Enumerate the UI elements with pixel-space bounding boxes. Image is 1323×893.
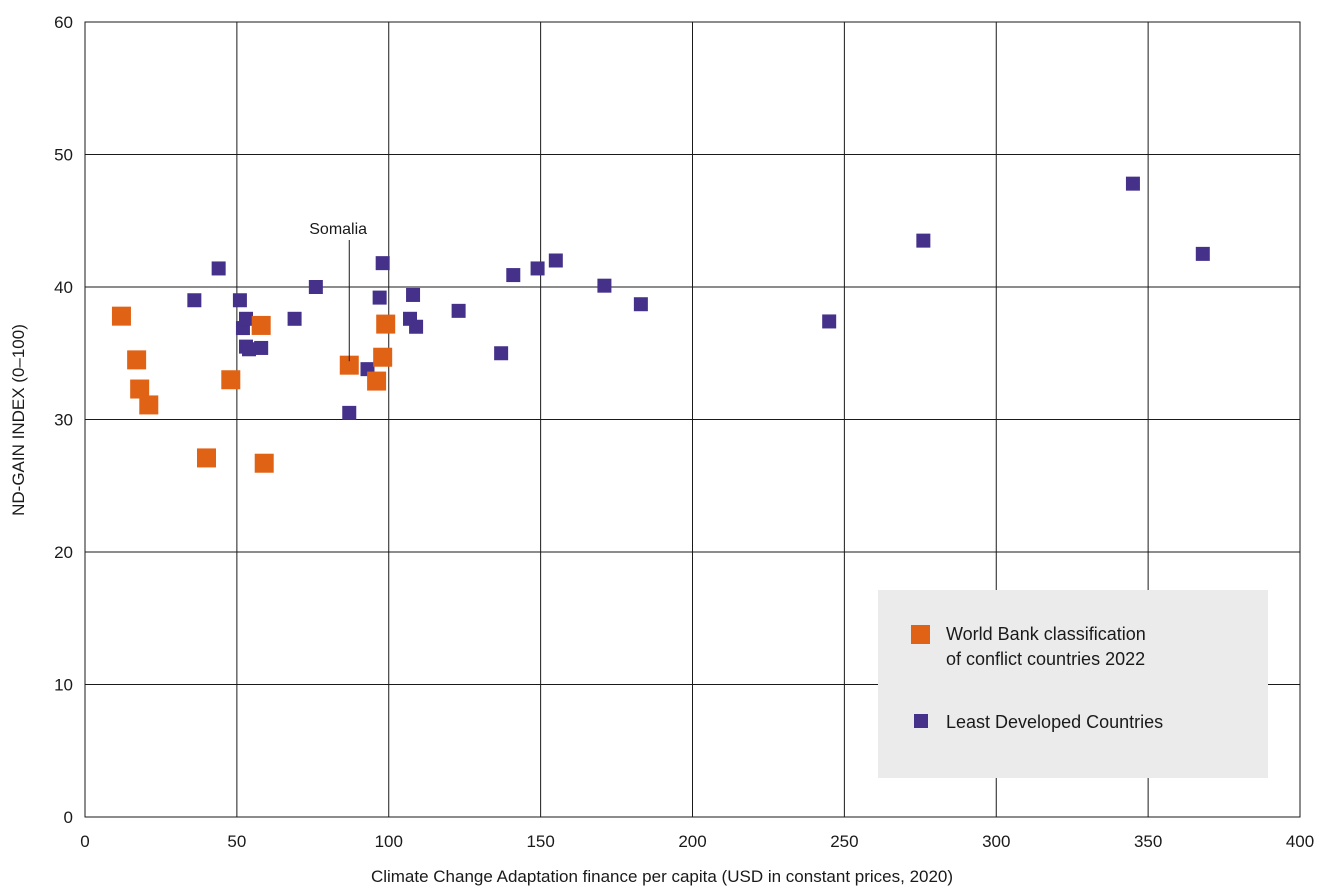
legend: World Bank classification of conflict co… — [878, 590, 1268, 778]
x-tick-label: 400 — [1286, 832, 1314, 851]
ldc-point — [342, 405, 357, 420]
ldc-point — [451, 303, 466, 318]
x-axis-title: Climate Change Adaptation finance per ca… — [371, 867, 953, 886]
ldc-point — [506, 268, 521, 283]
conflict-country-point — [127, 350, 147, 370]
legend-label-conflict-line2: of conflict countries 2022 — [946, 649, 1145, 669]
x-tick-labels: 0 50 100 150 200 250 300 350 400 — [80, 832, 1314, 851]
ldc-point — [597, 278, 612, 293]
conflict-country-point — [251, 315, 271, 335]
y-tick-label: 60 — [54, 13, 73, 32]
ldc-point — [375, 256, 390, 271]
y-tick-label: 10 — [54, 676, 73, 695]
annotation-label: Somalia — [309, 221, 367, 238]
ldc-point — [254, 340, 269, 355]
conflict-country-point — [367, 371, 387, 391]
ldc-point — [287, 311, 302, 326]
legend-swatch-ldc — [914, 714, 928, 728]
conflict-country-point — [111, 306, 131, 326]
y-tick-label: 50 — [54, 146, 73, 165]
conflict-country-point — [339, 355, 359, 375]
x-tick-label: 150 — [526, 832, 554, 851]
conflict-country-point — [221, 370, 241, 390]
ldc-point — [822, 314, 837, 329]
y-tick-label: 0 — [64, 808, 73, 827]
legend-label-ldc: Least Developed Countries — [946, 712, 1163, 732]
x-tick-label: 50 — [227, 832, 246, 851]
x-tick-label: 350 — [1134, 832, 1162, 851]
y-tick-label: 30 — [54, 411, 73, 430]
ldc-point — [409, 319, 424, 334]
data-points — [111, 176, 1210, 473]
ldc-point — [187, 293, 202, 308]
conflict-country-point — [373, 347, 393, 367]
y-tick-label: 40 — [54, 278, 73, 297]
conflict-country-point — [139, 395, 159, 415]
y-axis-title: ND-GAIN INDEX (0–100) — [9, 324, 28, 516]
ldc-point — [406, 287, 421, 302]
legend-background — [878, 590, 1268, 778]
ldc-point — [308, 280, 323, 294]
ldc-point — [242, 342, 257, 357]
conflict-country-point — [197, 448, 216, 468]
legend-label-conflict-line1: World Bank classification — [946, 624, 1146, 644]
ldc-point — [494, 346, 509, 361]
legend-swatch-conflict — [911, 625, 930, 644]
conflict-country-point — [376, 314, 396, 334]
ldc-point — [1195, 246, 1210, 261]
x-tick-label: 100 — [375, 832, 403, 851]
ldc-point — [238, 311, 253, 326]
ldc-point — [232, 293, 247, 308]
y-tick-label: 20 — [54, 543, 73, 562]
ldc-point — [372, 290, 387, 305]
ldc-point — [530, 261, 545, 276]
x-tick-label: 0 — [80, 832, 89, 851]
x-tick-label: 200 — [678, 832, 706, 851]
ldc-point — [1125, 176, 1140, 191]
conflict-country-point — [254, 453, 274, 473]
grid-lines — [84, 21, 1301, 818]
ldc-point — [211, 261, 226, 276]
x-tick-label: 250 — [830, 832, 858, 851]
ldc-point — [633, 297, 648, 312]
x-tick-label: 300 — [982, 832, 1010, 851]
annotations: Somalia — [309, 221, 367, 362]
ldc-point — [548, 253, 563, 268]
y-tick-labels: 0 10 20 30 40 50 60 — [54, 13, 73, 827]
conflict-country-point — [130, 379, 150, 399]
ldc-point — [916, 233, 931, 248]
